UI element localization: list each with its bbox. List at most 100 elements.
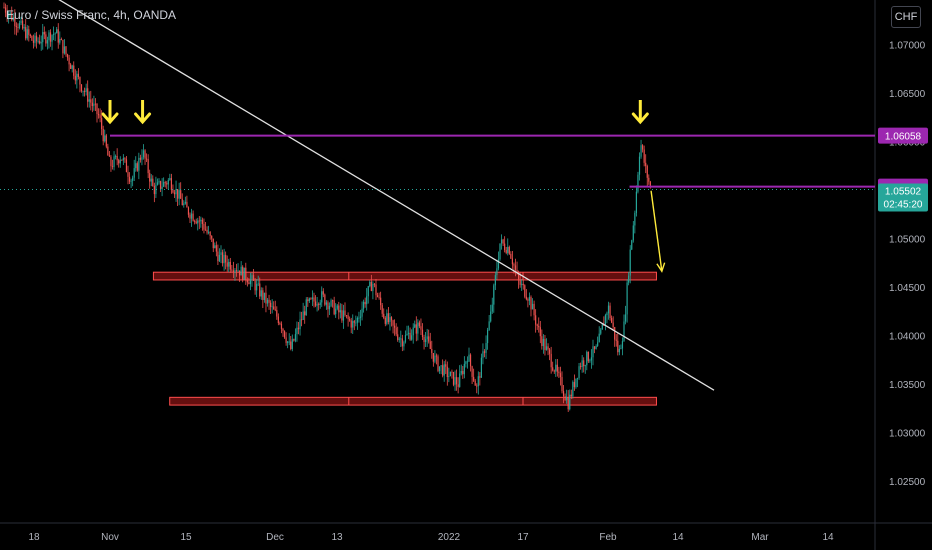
candle-body	[223, 254, 225, 264]
candle-body	[266, 299, 269, 304]
candle	[372, 281, 374, 300]
candle-body	[4, 7, 7, 13]
candle	[183, 200, 185, 208]
candle	[135, 156, 137, 172]
candle	[465, 360, 467, 368]
candle	[88, 91, 90, 108]
candle-body	[158, 181, 160, 183]
candle	[434, 350, 436, 364]
candle	[394, 319, 396, 336]
candle-body	[285, 337, 287, 343]
candle-body	[57, 29, 59, 43]
candle-body	[161, 186, 163, 189]
candle-body	[511, 258, 513, 265]
candle	[482, 343, 484, 365]
candle	[243, 267, 245, 280]
candle-body	[456, 377, 458, 385]
candle-body	[218, 254, 221, 262]
candle-body	[645, 162, 647, 167]
candle	[37, 37, 39, 44]
candle-body	[60, 39, 62, 40]
candle-body	[504, 243, 506, 250]
support-zone-rect	[169, 396, 657, 406]
candle-body	[527, 299, 529, 301]
candle-body	[260, 290, 262, 297]
candle	[392, 319, 394, 334]
candle-body	[432, 353, 434, 362]
candle-body	[169, 178, 171, 180]
candle	[221, 249, 224, 267]
candle-body	[428, 336, 430, 342]
candle	[4, 3, 7, 18]
candle	[195, 218, 197, 225]
candle-body	[566, 397, 568, 401]
candle	[169, 173, 171, 181]
candle	[345, 314, 348, 319]
candle-body	[482, 351, 484, 358]
candle	[510, 251, 512, 260]
candle	[640, 139, 642, 159]
candle	[166, 181, 168, 189]
candle-body	[609, 305, 611, 319]
candle-body	[363, 301, 365, 309]
candle	[116, 148, 118, 166]
candle-body	[556, 364, 558, 372]
candle-body	[544, 338, 546, 350]
candle	[499, 243, 501, 261]
x-tick-label: 13	[331, 532, 343, 543]
candle-body	[301, 319, 303, 321]
candle-body	[440, 365, 442, 367]
candle	[487, 327, 489, 350]
currency-button[interactable]: CHF	[891, 6, 921, 28]
candle	[448, 367, 450, 383]
candle-body	[314, 301, 317, 306]
candle-body	[465, 361, 467, 364]
candle	[373, 282, 376, 288]
candle	[31, 35, 33, 41]
candle	[480, 353, 482, 378]
candle-body	[31, 35, 33, 41]
candle	[411, 329, 413, 341]
candle	[96, 103, 98, 123]
candle	[398, 336, 400, 343]
candle-body	[311, 297, 314, 300]
candle	[26, 25, 28, 41]
down-arrow-marker	[631, 100, 649, 125]
candle-body	[590, 357, 593, 361]
candle-body	[15, 26, 17, 27]
candle	[553, 369, 555, 374]
candle-body	[56, 29, 58, 34]
candle-body	[462, 371, 464, 375]
candle-body	[119, 159, 121, 164]
candle	[508, 245, 510, 255]
candle	[42, 23, 44, 50]
candle-body	[277, 316, 279, 324]
candle	[401, 334, 403, 352]
candle-body	[510, 253, 512, 259]
candle	[614, 326, 616, 347]
candle	[194, 219, 196, 225]
candle-body	[500, 239, 503, 244]
candle	[562, 385, 565, 404]
candle	[265, 285, 267, 313]
candle-body	[152, 178, 154, 187]
candle	[32, 34, 35, 49]
candle	[74, 69, 76, 85]
candle-body	[457, 384, 459, 387]
candle	[421, 323, 424, 341]
candle-body	[446, 366, 448, 378]
candle-body	[387, 313, 389, 322]
support-zone	[169, 396, 657, 406]
candle-body	[274, 309, 276, 311]
candle-body	[93, 103, 95, 107]
candle	[279, 321, 281, 326]
y-tick-label: 1.05000	[889, 234, 926, 245]
candle-body	[573, 382, 575, 388]
candle-body	[132, 177, 134, 181]
candle-body	[345, 315, 348, 316]
candle-body	[175, 189, 177, 195]
candle	[476, 383, 478, 394]
candle	[29, 33, 31, 38]
candle	[580, 362, 582, 370]
